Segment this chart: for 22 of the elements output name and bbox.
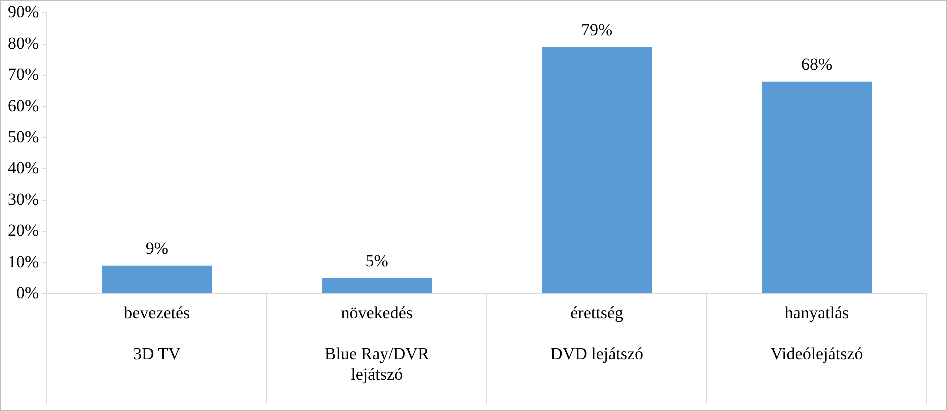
bar: [322, 278, 432, 294]
category-label: érettség DVD lejátszó: [550, 304, 644, 364]
category-label: hanyatlás Videólejátszó: [770, 304, 864, 364]
bar: [102, 266, 212, 294]
y-tick-label: 90%: [8, 2, 40, 22]
category-label: bevezetés 3D TV: [124, 304, 190, 364]
bar: [542, 48, 652, 294]
data-label: 9%: [146, 238, 168, 258]
y-tick-label: 50%: [8, 127, 40, 146]
data-label: 5%: [366, 251, 388, 270]
category-label: növekedés Blue Ray/DVR lejátszó: [324, 304, 430, 384]
y-tick-label: 0%: [16, 283, 40, 302]
data-label: 79%: [581, 20, 613, 40]
y-tick-label: 70%: [8, 65, 40, 84]
y-tick-label: 20%: [8, 221, 40, 240]
y-tick-label: 60%: [8, 96, 40, 116]
bar: [762, 82, 872, 294]
y-tick-label: 80%: [8, 34, 40, 53]
y-tick-label: 10%: [8, 252, 40, 272]
y-tick-label: 30%: [8, 190, 40, 209]
data-label: 68%: [801, 54, 833, 74]
y-tick-label: 40%: [8, 158, 40, 178]
